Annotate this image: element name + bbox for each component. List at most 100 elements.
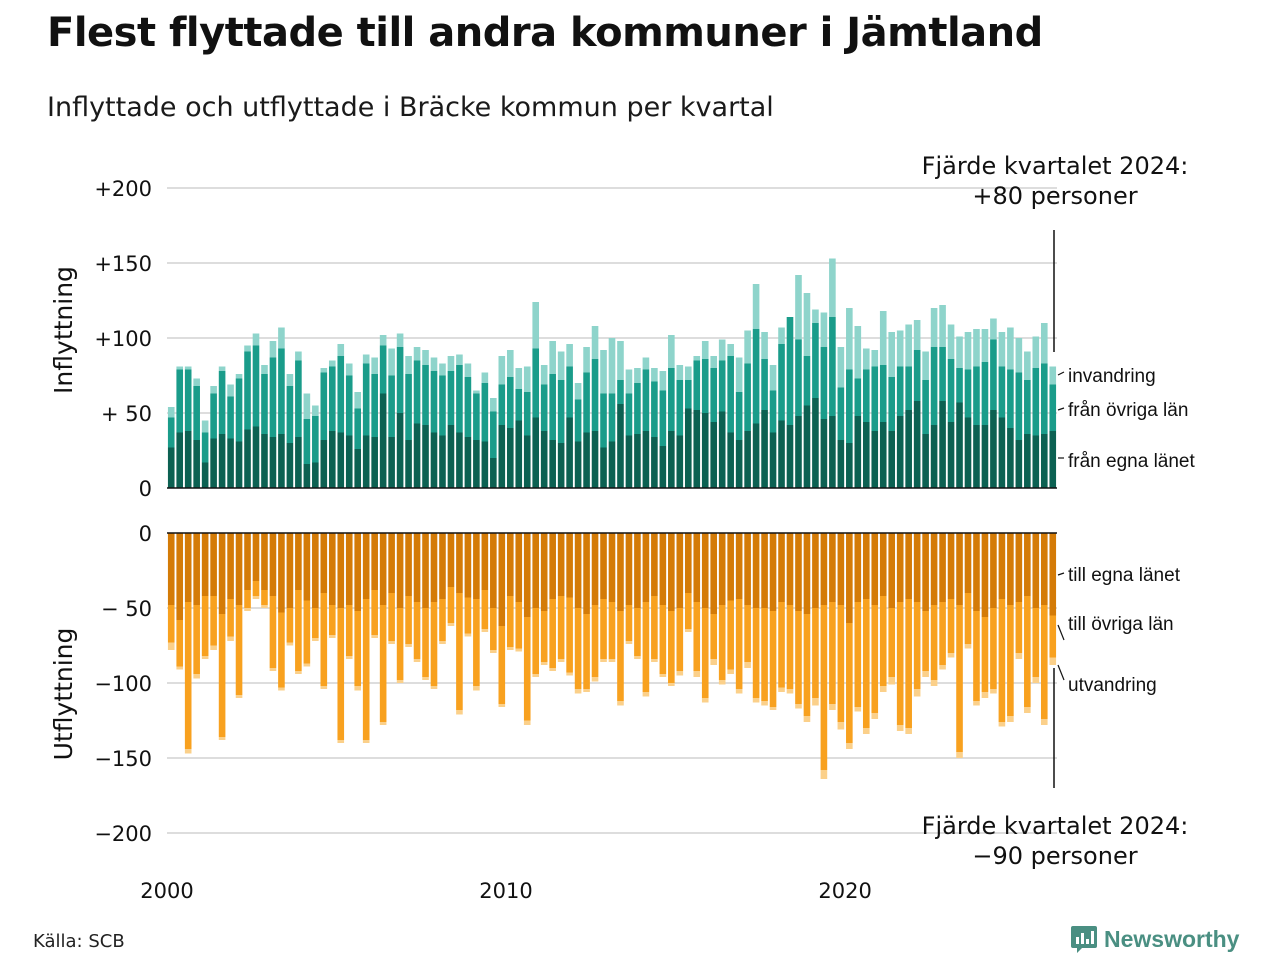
outflow-bar-segment (1049, 657, 1057, 665)
legend-till-ovriga-lan: till övriga län (1068, 614, 1174, 635)
inflow-bar-segment (337, 356, 345, 433)
inflow-bar-segment (269, 341, 277, 358)
outflow-bar-segment (617, 533, 624, 611)
outflow-bar-segment (888, 677, 896, 685)
inflow-bar-segment (540, 365, 548, 385)
outflow-bar-segment (718, 605, 726, 680)
inflow-bar-segment (312, 416, 319, 463)
outflow-bar-segment (218, 614, 226, 737)
outflow-bar-segment (176, 533, 184, 620)
inflow-bar-segment (439, 375, 446, 436)
inflow-bar-segment (608, 441, 616, 488)
outflow-bar-segment (625, 533, 633, 605)
inflow-bar-segment (591, 431, 599, 488)
inflow-bar-segment (625, 369, 633, 394)
legend-leader (1057, 664, 1065, 681)
inflow-bar-segment (930, 425, 938, 488)
inflow-bar-segment (261, 365, 268, 374)
inflow-bar-segment (184, 369, 192, 431)
inflow-bar-segment (523, 366, 531, 392)
top-annotation-line2: +80 personer (972, 182, 1137, 210)
outflow-bar-segment (846, 623, 853, 743)
outflow-bar-segment (608, 533, 616, 602)
outflow-bar-segment (1049, 615, 1057, 658)
inflow-bar-segment (684, 408, 692, 488)
inflow-bar-segment (769, 365, 777, 391)
outflow-bar-segment (574, 608, 582, 689)
outflow-bar-segment (964, 593, 972, 644)
inflow-bar-segment (244, 345, 251, 352)
outflow-bar-segment (481, 590, 489, 629)
inflow-bar-segment (286, 374, 294, 386)
outflow-bar-segment (422, 608, 429, 677)
inflow-bar-segment (608, 393, 616, 442)
outflow-bar-segment (379, 722, 387, 725)
bottom-ytick-label: −150 (94, 747, 152, 771)
inflow-bar-segment (879, 422, 887, 488)
bottom-annotation-line2: −90 personer (972, 842, 1137, 870)
inflow-bar-segment (735, 392, 743, 440)
outflow-bar-segment (371, 635, 378, 638)
inflow-bar-segment (896, 366, 904, 416)
outflow-bar-segment (396, 608, 404, 680)
outflow-bar-segment (235, 533, 243, 605)
outflow-bar-segment (930, 680, 938, 686)
inflow-bar-segment (634, 434, 641, 488)
outflow-bar-segment (769, 707, 777, 710)
outflow-bar-segment (193, 605, 200, 674)
inflow-bar-segment (693, 410, 701, 488)
outflow-bar-segment (210, 596, 217, 646)
outflow-bar-segment (862, 599, 870, 728)
outflow-bar-segment (795, 533, 802, 611)
outflow-bar-segment (583, 689, 590, 692)
inflow-bar-segment (328, 431, 336, 488)
outflow-bar-segment (812, 608, 819, 698)
outflow-bar-segment (600, 533, 607, 599)
inflow-bar-segment (396, 413, 404, 488)
outflow-bar-segment (227, 533, 234, 599)
outflow-bar-segment (735, 533, 743, 599)
outflow-bar-segment (303, 663, 311, 667)
inflow-bar-segment (651, 381, 658, 437)
outflow-bar-segment (642, 533, 650, 602)
inflow-bar-segment (930, 308, 938, 347)
inflow-bar-segment (583, 432, 590, 488)
outflow-bar-segment (1007, 533, 1014, 605)
inflow-bar-segment (981, 425, 989, 488)
outflow-bar-segment (447, 533, 455, 587)
outflow-bar-segment (659, 674, 667, 677)
outflow-bar-segment (498, 626, 506, 704)
outflow-bar-segment (829, 704, 836, 710)
outflow-bar-segment (362, 533, 370, 599)
inflow-bar-segment (354, 392, 362, 409)
inflow-bar-segment (566, 344, 573, 367)
outflow-bar-segment (405, 596, 412, 644)
outflow-bar-segment (583, 614, 590, 689)
outflow-bar-segment (913, 533, 921, 602)
outflow-bar-segment (252, 581, 260, 596)
inflow-bar-segment (981, 362, 989, 425)
outflow-bar-segment (905, 533, 912, 599)
inflow-bar-segment (998, 332, 1006, 367)
outflow-bar-segment (998, 599, 1006, 722)
inflow-bar-segment (939, 401, 946, 488)
inflow-bar-segment (990, 410, 997, 488)
outflow-bar-segment (693, 533, 701, 602)
inflow-bar-segment (574, 441, 582, 488)
outflow-bar-segment (846, 743, 853, 749)
inflow-bar-segment (973, 329, 980, 367)
outflow-bar-segment (286, 533, 294, 608)
outflow-bar-segment (235, 695, 243, 698)
outflow-bar-segment (278, 533, 285, 613)
outflow-bar-segment (744, 533, 751, 605)
outflow-bar-segment (973, 611, 980, 701)
inflow-bar-segment (913, 320, 921, 350)
inflow-bar-segment (540, 431, 548, 488)
outflow-bar-segment (752, 698, 760, 703)
outflow-bar-segment (328, 605, 336, 635)
inflow-bar-segment (854, 326, 862, 379)
outflow-bar-segment (481, 629, 489, 632)
inflow-bar-segment (320, 368, 328, 373)
outflow-bar-segment (1032, 677, 1040, 683)
outflow-bar-segment (684, 593, 692, 629)
